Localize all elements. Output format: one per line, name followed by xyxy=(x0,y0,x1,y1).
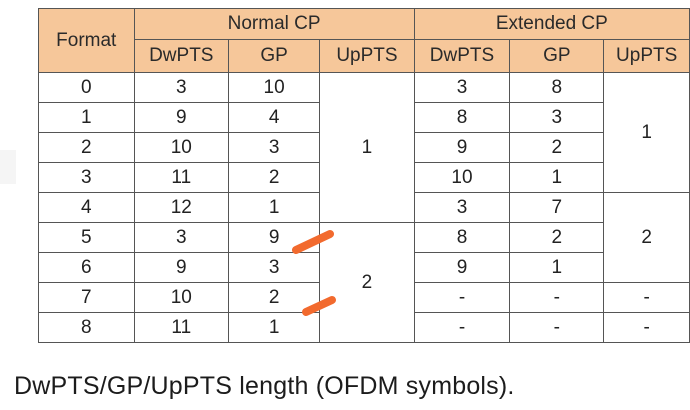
extended-dwpts-cell: 9 xyxy=(413,252,511,283)
extended-gp-cell: 3 xyxy=(509,102,605,133)
table-row: 8 11 1 - - - xyxy=(38,312,690,343)
normal-gp-cell: 2 xyxy=(228,162,321,193)
normal-gp-cell: 3 xyxy=(228,132,321,163)
normal-dwpts-header: DwPTS xyxy=(133,39,230,73)
special-subframe-table: Format Normal CP Extended CP DwPTS GP Up… xyxy=(38,8,690,343)
normal-gp-cell: 1 xyxy=(228,192,321,223)
format-cell: 5 xyxy=(38,222,135,253)
extended-gp-cell: 8 xyxy=(509,72,605,103)
format-cell: 7 xyxy=(38,282,135,313)
extended-dwpts-cell: - xyxy=(413,312,511,343)
extended-dwpts-cell: 8 xyxy=(413,102,511,133)
format-cell: 1 xyxy=(38,102,135,133)
table-row: 5 3 9 2 8 2 xyxy=(38,222,690,343)
table-row: 1 9 4 8 3 xyxy=(38,102,690,133)
extended-uppts-cell: - xyxy=(603,312,690,343)
handwritten-mark-row5 xyxy=(292,230,334,254)
extended-gp-cell: - xyxy=(509,312,605,343)
handwritten-mark-row7 xyxy=(302,296,336,316)
extended-uppts-cell: - xyxy=(603,282,690,313)
normal-uppts-cell: 1 xyxy=(319,72,415,223)
table-row: 2 10 3 9 2 xyxy=(38,132,690,163)
normal-dwpts-cell: 9 xyxy=(133,252,230,283)
normal-dwpts-cell: 3 xyxy=(133,72,230,103)
normal-dwpts-cell: 3 xyxy=(133,222,230,253)
extended-cp-header: Extended CP xyxy=(413,8,690,40)
format-cell: 4 xyxy=(38,192,135,223)
normal-gp-header: GP xyxy=(228,39,321,73)
normal-dwpts-cell: 10 xyxy=(133,282,230,313)
normal-dwpts-cell: 11 xyxy=(133,162,230,193)
extended-gp-header: GP xyxy=(509,39,605,73)
format-cell: 0 xyxy=(38,72,135,103)
extended-dwpts-cell: 3 xyxy=(413,192,511,223)
extended-gp-cell: - xyxy=(509,282,605,313)
normal-uppts-cell: 2 xyxy=(319,222,415,343)
normal-uppts-header: UpPTS xyxy=(319,39,415,73)
format-cell: 6 xyxy=(38,252,135,283)
normal-gp-cell: 1 xyxy=(228,312,321,343)
extended-gp-cell: 2 xyxy=(509,222,605,253)
normal-dwpts-cell: 10 xyxy=(133,132,230,163)
normal-cp-header: Normal CP xyxy=(133,8,415,40)
normal-gp-cell: 3 xyxy=(228,252,321,283)
extended-dwpts-cell: 9 xyxy=(413,132,511,163)
extended-dwpts-cell: - xyxy=(413,282,511,313)
normal-gp-cell: 4 xyxy=(228,102,321,133)
extended-gp-cell: 1 xyxy=(509,162,605,193)
extended-dwpts-cell: 3 xyxy=(413,72,511,103)
table-caption: DwPTS/GP/UpPTS length (OFDM symbols). xyxy=(14,372,515,400)
table-row: 6 9 3 9 1 xyxy=(38,252,690,283)
table-row: 0 3 10 1 3 8 1 xyxy=(38,72,690,223)
extended-uppts-cell: 1 xyxy=(603,72,690,193)
format-header: Format xyxy=(38,8,135,73)
normal-gp-cell: 10 xyxy=(228,72,321,103)
extended-dwpts-cell: 8 xyxy=(413,222,511,253)
format-cell: 2 xyxy=(38,132,135,163)
extended-gp-cell: 1 xyxy=(509,252,605,283)
extended-dwpts-header: DwPTS xyxy=(413,39,511,73)
normal-gp-cell: 2 xyxy=(228,282,321,313)
extended-gp-cell: 7 xyxy=(509,192,605,223)
extended-uppts-header: UpPTS xyxy=(603,39,690,73)
extended-uppts-cell: 2 xyxy=(603,192,690,283)
extended-dwpts-cell: 10 xyxy=(413,162,511,193)
page-edge-shadow xyxy=(0,150,16,184)
normal-dwpts-cell: 12 xyxy=(133,192,230,223)
normal-dwpts-cell: 11 xyxy=(133,312,230,343)
normal-dwpts-cell: 9 xyxy=(133,102,230,133)
format-cell: 3 xyxy=(38,162,135,193)
extended-gp-cell: 2 xyxy=(509,132,605,163)
format-cell: 8 xyxy=(38,312,135,343)
